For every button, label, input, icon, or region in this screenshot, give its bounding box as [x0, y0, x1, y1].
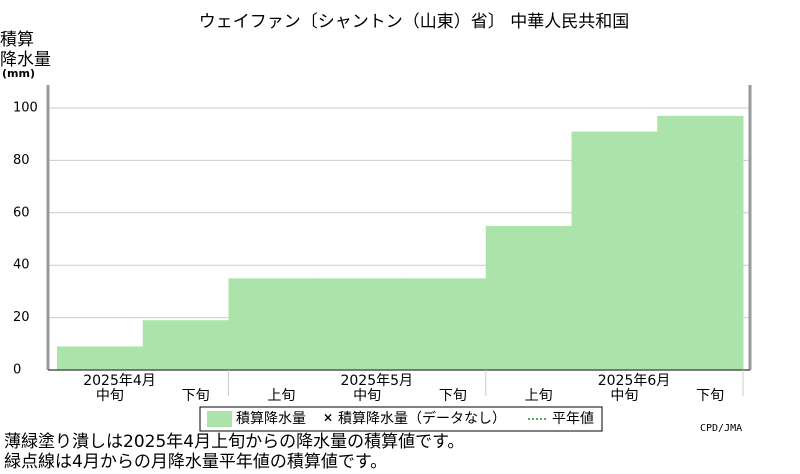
area-step [571, 131, 658, 370]
area-step [314, 278, 401, 370]
legend-label: 積算降水量 [236, 411, 306, 427]
x-tick-label: 中旬 [353, 388, 381, 404]
month-label: 2025年5月 [340, 373, 413, 389]
month-label: 2025年6月 [598, 373, 671, 389]
area-step [57, 346, 144, 370]
credit: CPD/JMA [700, 423, 742, 434]
area-step [657, 115, 744, 370]
y-tick-label: 60 [13, 205, 30, 220]
y-tick-label: 0 [13, 363, 21, 378]
area-step [485, 225, 572, 370]
x-tick-label: 上旬 [267, 388, 295, 404]
legend-box [199, 406, 603, 432]
note: 薄緑塗り潰しは2025年4月上旬からの降水量の積算値です。 [4, 431, 464, 452]
area-step [142, 320, 229, 370]
y-tick-label: 40 [13, 258, 30, 273]
legend-marker: × [323, 411, 333, 425]
area-step [228, 278, 315, 370]
x-tick-label: 下旬 [439, 388, 467, 404]
x-tick-label: 中旬 [610, 388, 638, 404]
x-tick-label: 下旬 [182, 388, 210, 404]
y-tick-label: 100 [13, 101, 38, 116]
y-label: 降水量 [0, 50, 51, 70]
legend-swatch [207, 411, 232, 427]
legend-label: 積算降水量（データなし） [338, 410, 506, 427]
y-label: (mm) [2, 67, 35, 80]
x-tick-label: 中旬 [96, 388, 124, 404]
y-label: 積算 [0, 30, 34, 50]
y-tick-label: 80 [13, 153, 30, 168]
note: 緑点線は4月からの月降水量平年値の積算値です。 [4, 452, 387, 470]
y-tick-label: 20 [13, 310, 30, 325]
area-step [400, 278, 487, 370]
chart-title: ウェイファン〔シャントン（山東）省〕 中華人民共和国 [199, 12, 629, 32]
legend-label: 平年値 [552, 411, 594, 427]
x-tick-label: 下旬 [696, 388, 724, 404]
x-tick-label: 上旬 [525, 388, 553, 404]
month-label: 2025年4月 [83, 373, 156, 389]
